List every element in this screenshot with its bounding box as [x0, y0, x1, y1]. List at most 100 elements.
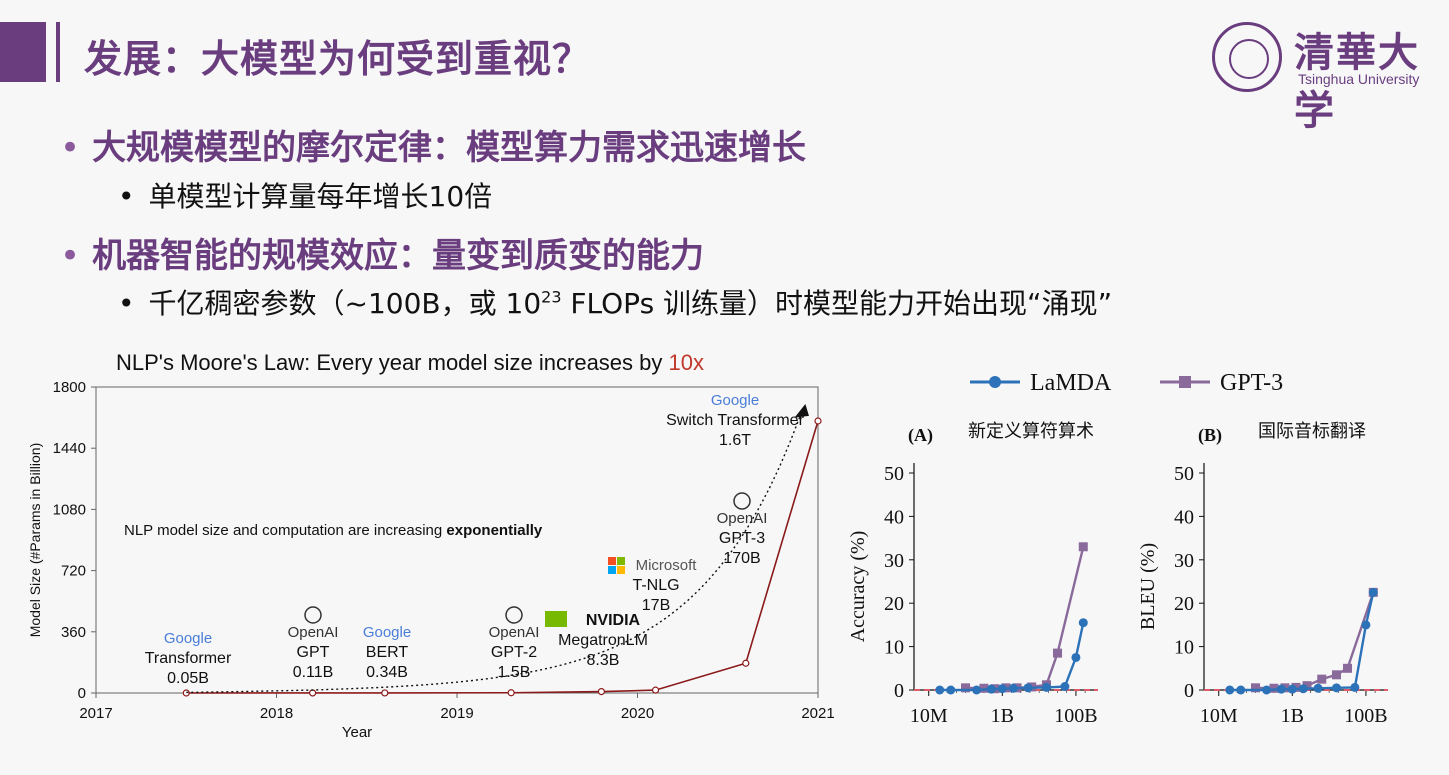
model-size-label: 1.6T: [719, 432, 751, 449]
model-name-label: GPT-3: [719, 530, 765, 547]
microsoft-logo-icon: [608, 566, 616, 574]
panel-point-lamda: [1368, 587, 1378, 597]
model-org-label: Google: [164, 630, 212, 647]
panel-point-lamda: [1023, 683, 1033, 693]
model-org-label: Google: [363, 624, 411, 641]
panel-point-lamda: [1361, 620, 1371, 630]
title-accent-line: [56, 22, 60, 82]
slide-title: 发展：大模型为何受到重视？: [84, 37, 592, 81]
panel-xtick-label: 1B: [991, 705, 1014, 727]
panel-xtick-label: 100B: [1054, 705, 1097, 727]
moore-xtick-label: 2019: [440, 705, 473, 722]
panel-xtick-label: 1B: [1281, 705, 1304, 727]
moore-ytick-label: 1800: [53, 379, 86, 396]
panel-ytick-label: 20: [884, 593, 904, 615]
panel-point-lamda: [1262, 685, 1272, 695]
panel-point-gpt3: [961, 683, 971, 693]
panel-point-lamda: [972, 685, 982, 695]
panel-point-lamda: [986, 684, 996, 694]
panel-point-lamda: [997, 684, 1007, 694]
panel-point-lamda: [1313, 683, 1323, 693]
legend-marker-circle: [989, 376, 1001, 388]
bullet-2: • 机器智能的规模效应：量变到质变的能力: [60, 236, 705, 276]
bullet-2-sub-prefix: 千亿稠密参数（~100B，或 10: [148, 287, 542, 320]
panel-point-lamda: [1071, 652, 1081, 662]
model-name-label: GPT: [297, 644, 330, 661]
panel-point-lamda: [1060, 682, 1070, 692]
panel-ylabel: Accuracy (%): [847, 531, 869, 643]
bullet-2-text: 机器智能的规模效应：量变到质变的能力: [92, 236, 705, 276]
panel-point-gpt3: [1053, 648, 1063, 658]
model-size-label: 0.11B: [293, 664, 334, 681]
moore-ytick-label: 360: [61, 624, 86, 641]
model-size-label: 0.05B: [167, 670, 209, 687]
panel-point-lamda: [1298, 684, 1308, 694]
model-size-label: 0.34B: [366, 664, 408, 681]
moore-chart-title: NLP's Moore's Law: Every year model size…: [116, 350, 704, 376]
bullet-1-sub: • 单模型计算量每年增长10倍: [118, 180, 493, 213]
panel-point-lamda: [935, 685, 945, 695]
emergence-legend: LaMDA GPT-3: [970, 370, 1283, 396]
panel-ytick-label: 30: [884, 550, 904, 572]
moore-xtick-label: 2021: [801, 705, 834, 722]
panel-point-gpt3: [1331, 670, 1341, 680]
bullet-2-sub-sup: 23: [541, 287, 562, 307]
panel-series-line-gpt-3: [1255, 591, 1375, 690]
panel-point-gpt3: [1343, 663, 1353, 673]
panel-point-gpt3: [1078, 542, 1088, 552]
panel-xtick-label: 10M: [910, 705, 948, 727]
moore-plot-frame: [95, 386, 819, 694]
panel-ytick-label: 30: [1174, 550, 1194, 572]
logo-chinese-name: 清華大学: [1294, 29, 1420, 134]
model-size-label: 17B: [642, 597, 670, 614]
panel-ytick-label: 50: [884, 463, 904, 485]
bullet-1-sub-text: 单模型计算量每年增长10倍: [148, 180, 493, 213]
panel-point-lamda: [1225, 685, 1235, 695]
bullet-1: • 大规模模型的摩尔定律：模型算力需求迅速增长: [60, 128, 807, 168]
moore-size-line: [186, 420, 819, 694]
moore-xtick-label: 2017: [79, 705, 112, 722]
panel-point-gpt3: [1317, 674, 1327, 684]
model-name-label: T-NLG: [632, 577, 679, 594]
moore-ytick-label: 1080: [53, 501, 86, 518]
panel-point-lamda: [946, 685, 956, 695]
university-seal-icon: [1212, 22, 1282, 92]
model-name-label: Transformer: [145, 650, 232, 667]
tsinghua-logo: 清華大学 Tsinghua University: [1208, 18, 1438, 134]
panel-ytick-label: 20: [1174, 593, 1194, 615]
panel-b-chart: (B) 国际音标翻译 0 10 20 30 40 50 10M 1B 100B BLEU (%): [1137, 421, 1388, 727]
moore-chart-title-text: NLP's Moore's Law: Every year model size…: [116, 350, 669, 375]
moore-trend-arrowhead: [794, 404, 809, 418]
model-size-label: 1.5B: [498, 664, 531, 681]
panel-ylabel: BLEU (%): [1137, 543, 1159, 630]
bullet-1-text: 大规模模型的摩尔定律：模型算力需求迅速增长: [92, 128, 807, 168]
legend-label: GPT-3: [1220, 370, 1283, 396]
panel-point-lamda: [1276, 684, 1286, 694]
model-org-label: OpenAI: [717, 510, 768, 527]
panel-point-gpt3: [1269, 683, 1279, 693]
openai-logo-icon: [304, 606, 322, 624]
moore-law-chart: 0 360 720 1080 1440 1800 2017 2018 2019 2020 2021 Y…: [27, 379, 835, 741]
moore-annotation: NLP model size and computation are incre…: [124, 522, 543, 539]
model-org-label: OpenAI: [489, 624, 540, 641]
panel-xtick-label: 10M: [1200, 705, 1238, 727]
model-org-label: NVIDIA: [586, 612, 641, 629]
panel-ytick-label: 10: [884, 637, 904, 659]
panel-ytick-label: 40: [884, 506, 904, 528]
panel-point-lamda: [1350, 682, 1360, 692]
microsoft-logo-icon: [617, 566, 625, 574]
panel-series-line-gpt-3: [965, 546, 1085, 690]
moore-size-point: [182, 689, 190, 697]
moore-size-point: [742, 659, 750, 667]
panel-point-lamda: [1008, 683, 1018, 693]
panel-letter: (A): [908, 425, 933, 446]
panel-point-gpt3: [1251, 683, 1261, 693]
panel-point-lamda: [1331, 683, 1341, 693]
model-name-label: GPT-2: [491, 644, 537, 661]
model-org-label: Microsoft: [636, 557, 698, 574]
moore-size-point: [381, 689, 389, 697]
moore-xtick-label: 2018: [260, 705, 293, 722]
model-org-label: OpenAI: [288, 624, 339, 641]
moore-size-point: [309, 689, 317, 697]
panel-point-lamda: [1287, 684, 1297, 694]
